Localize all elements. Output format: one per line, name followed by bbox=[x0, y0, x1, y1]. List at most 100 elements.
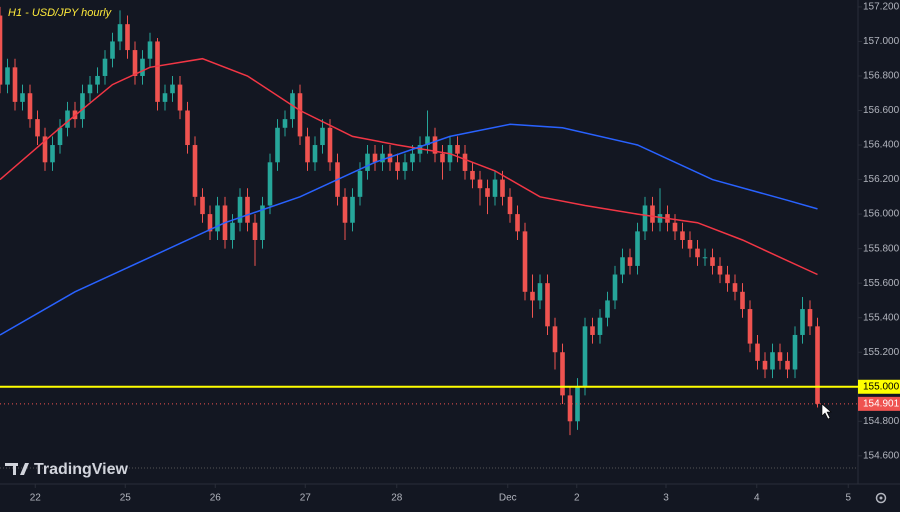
candle-body bbox=[530, 291, 535, 301]
plot bbox=[0, 6, 820, 436]
candle-body bbox=[710, 257, 715, 266]
candle-body bbox=[342, 196, 348, 223]
candle-body bbox=[410, 153, 415, 163]
logo-icon bbox=[5, 463, 29, 475]
candle-body bbox=[680, 231, 685, 240]
y-tick-label: 156.600 bbox=[863, 105, 900, 116]
candle-body bbox=[215, 205, 220, 232]
candle-body bbox=[185, 110, 190, 146]
candle-body bbox=[425, 136, 430, 146]
candle-body bbox=[327, 127, 333, 163]
candle-body bbox=[245, 196, 250, 223]
moving-average bbox=[0, 123, 818, 336]
last-price-label: 154.901 bbox=[863, 398, 900, 409]
y-tick-label: 156.400 bbox=[863, 140, 900, 151]
candle-body bbox=[125, 24, 130, 51]
candle-body bbox=[545, 283, 550, 327]
chart-title: H1 - USD/JPY hourly bbox=[8, 7, 113, 19]
candle-body bbox=[747, 309, 753, 344]
x-tick-label: 22 bbox=[30, 493, 42, 504]
candle-body bbox=[627, 257, 633, 266]
candle-body bbox=[657, 214, 663, 223]
x-tick-label: 28 bbox=[391, 493, 403, 504]
candle-body bbox=[147, 41, 153, 59]
candle-body bbox=[395, 162, 400, 171]
candle-body bbox=[755, 343, 760, 361]
candle-body bbox=[582, 326, 588, 387]
candle-body bbox=[50, 145, 55, 163]
candle-body bbox=[132, 50, 138, 76]
candle-body bbox=[770, 352, 775, 370]
candle-body bbox=[237, 196, 243, 223]
candle-body bbox=[500, 179, 505, 197]
candle-body bbox=[0, 15, 3, 85]
candle-body bbox=[252, 222, 258, 240]
candle-body bbox=[402, 162, 408, 171]
candle-body bbox=[777, 352, 783, 361]
y-tick-label: 154.600 bbox=[863, 450, 900, 461]
candle-body bbox=[485, 188, 490, 197]
y-tick-label: 156.200 bbox=[863, 174, 900, 185]
candle-body bbox=[800, 309, 805, 335]
x-tick-label: 27 bbox=[300, 493, 312, 504]
candle-body bbox=[440, 153, 445, 163]
x-tick-label: 4 bbox=[754, 493, 760, 504]
candle-body bbox=[590, 326, 595, 335]
candle-body bbox=[65, 110, 70, 128]
candle-body bbox=[515, 214, 520, 232]
candle-body bbox=[350, 196, 355, 223]
candle-body bbox=[305, 136, 310, 163]
candle-body bbox=[815, 326, 820, 404]
candle-body bbox=[20, 93, 25, 102]
x-tick-label: 26 bbox=[210, 493, 222, 504]
settings-icon-center bbox=[879, 496, 883, 500]
candle-body bbox=[230, 222, 235, 240]
x-tick-label: 5 bbox=[845, 493, 851, 504]
candle-body bbox=[560, 352, 565, 396]
settings-button[interactable] bbox=[875, 492, 887, 504]
candle-body bbox=[762, 360, 768, 370]
candle-body bbox=[785, 360, 790, 370]
candle-body bbox=[507, 196, 513, 215]
x-tick-label: Dec bbox=[499, 493, 517, 504]
candle-body bbox=[552, 326, 558, 353]
brand-text: TradingView bbox=[34, 461, 129, 478]
candle-body bbox=[687, 240, 693, 249]
candle-body bbox=[192, 145, 198, 197]
level-label-box bbox=[858, 379, 900, 394]
candle-body bbox=[717, 265, 723, 275]
candle-body bbox=[177, 84, 183, 111]
candle-body bbox=[672, 222, 678, 232]
candle-body bbox=[522, 231, 528, 292]
cursor bbox=[821, 403, 832, 420]
candle-body bbox=[462, 153, 468, 171]
x-tick-label: 2 bbox=[574, 493, 580, 504]
last-price-box bbox=[858, 396, 900, 411]
candle-body bbox=[42, 136, 48, 163]
candle-body bbox=[80, 93, 85, 120]
candle-body bbox=[492, 179, 498, 197]
candle-body bbox=[320, 127, 325, 146]
candle-body bbox=[470, 170, 475, 180]
candle-body bbox=[275, 127, 280, 163]
candle-body bbox=[12, 67, 18, 102]
candle-body bbox=[567, 395, 573, 422]
candle-body bbox=[725, 274, 730, 284]
candle-body bbox=[635, 231, 640, 266]
candle-body bbox=[695, 248, 700, 258]
settings-icon[interactable] bbox=[875, 492, 887, 504]
candle-body bbox=[200, 196, 205, 215]
candle-body bbox=[597, 317, 603, 335]
candle-body bbox=[537, 283, 543, 301]
candle-body bbox=[612, 274, 618, 301]
y-tick-label: 155.800 bbox=[863, 243, 900, 254]
candle-body bbox=[605, 300, 610, 318]
candle-body bbox=[267, 162, 273, 206]
candle-body bbox=[357, 170, 363, 197]
candle-body bbox=[792, 334, 798, 370]
y-tick-label: 156.800 bbox=[863, 71, 900, 82]
candle-body bbox=[5, 67, 10, 85]
candle-body bbox=[155, 41, 160, 102]
brand-logo: TradingView bbox=[5, 461, 129, 478]
